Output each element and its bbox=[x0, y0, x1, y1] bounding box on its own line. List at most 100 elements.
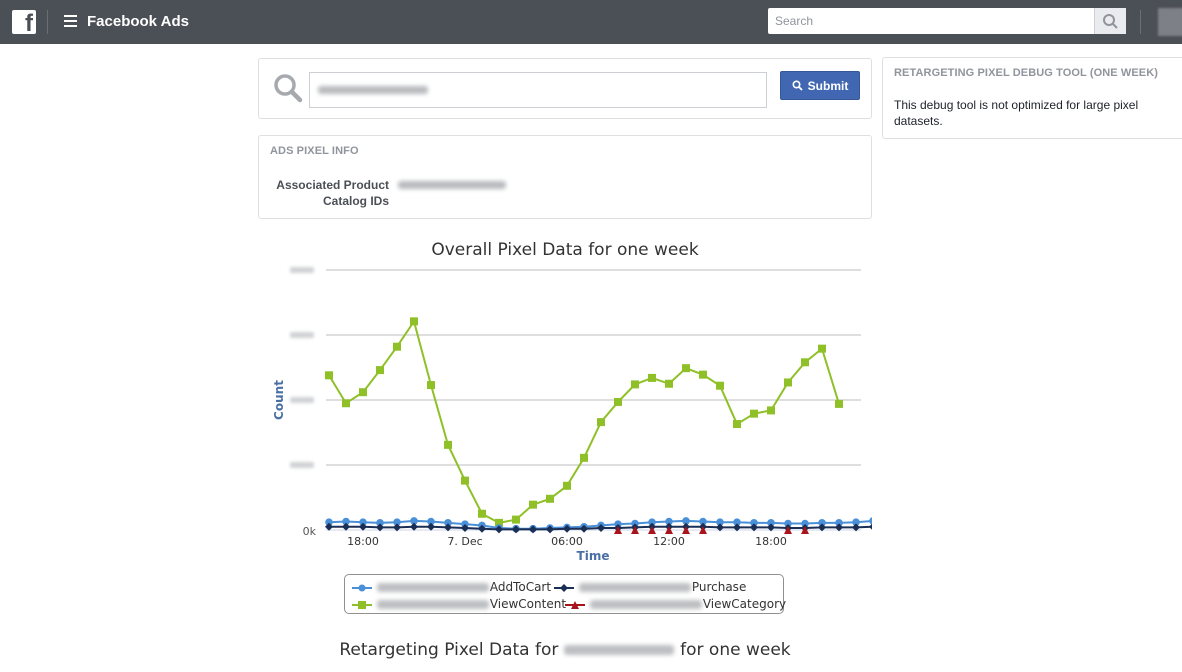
data-point-viewcontent[interactable] bbox=[614, 397, 622, 406]
data-point-purchase[interactable] bbox=[359, 522, 367, 531]
search-input[interactable] bbox=[768, 8, 1088, 34]
data-point-purchase[interactable] bbox=[546, 525, 554, 534]
data-point-purchase[interactable] bbox=[393, 523, 401, 532]
data-point-viewcontent[interactable] bbox=[325, 371, 333, 380]
data-point-viewcontent[interactable] bbox=[699, 370, 707, 379]
legend-label: ViewContent bbox=[489, 597, 567, 611]
data-point-addtocart[interactable] bbox=[835, 519, 843, 527]
data-point-viewcategory[interactable] bbox=[631, 526, 639, 534]
data-point-addtocart[interactable] bbox=[801, 519, 809, 528]
data-point-viewcontent[interactable] bbox=[461, 476, 469, 485]
data-point-viewcontent[interactable] bbox=[716, 381, 724, 390]
data-point-addtocart[interactable] bbox=[869, 517, 877, 525]
data-point-addtocart[interactable] bbox=[648, 518, 656, 526]
data-point-addtocart[interactable] bbox=[342, 517, 350, 526]
data-point-viewcontent[interactable] bbox=[529, 500, 537, 509]
data-point-purchase[interactable] bbox=[580, 524, 588, 533]
data-point-viewcontent[interactable] bbox=[733, 420, 741, 429]
data-point-purchase[interactable] bbox=[767, 523, 775, 532]
app-title[interactable]: Facebook Ads bbox=[87, 13, 189, 30]
data-point-purchase[interactable] bbox=[461, 524, 469, 533]
data-point-viewcontent[interactable] bbox=[835, 399, 843, 408]
legend-item-addtocart[interactable]: AddToCart bbox=[351, 579, 551, 595]
submit-button[interactable]: Submit bbox=[780, 71, 860, 100]
data-point-viewcontent[interactable] bbox=[410, 317, 418, 326]
chart-title: Overall Pixel Data for one week bbox=[431, 240, 699, 260]
pixel-id-input[interactable] bbox=[309, 72, 767, 108]
data-point-purchase[interactable] bbox=[563, 524, 571, 533]
data-point-purchase[interactable] bbox=[495, 525, 503, 534]
data-point-addtocart[interactable] bbox=[733, 518, 741, 526]
data-point-addtocart[interactable] bbox=[818, 519, 826, 527]
data-point-addtocart[interactable] bbox=[410, 517, 418, 525]
facebook-logo-icon[interactable]: f bbox=[12, 10, 36, 36]
data-point-viewcontent[interactable] bbox=[546, 494, 554, 503]
data-point-viewcontent[interactable] bbox=[648, 373, 656, 382]
data-point-purchase[interactable] bbox=[325, 522, 333, 531]
data-point-viewcontent[interactable] bbox=[597, 418, 605, 427]
data-point-purchase[interactable] bbox=[835, 523, 843, 532]
data-point-viewcontent[interactable] bbox=[495, 518, 503, 527]
data-point-addtocart[interactable] bbox=[784, 519, 792, 528]
data-point-purchase[interactable] bbox=[376, 523, 384, 532]
data-point-viewcontent[interactable] bbox=[376, 366, 384, 375]
data-point-purchase[interactable] bbox=[410, 522, 418, 531]
data-point-viewcontent[interactable] bbox=[767, 406, 775, 415]
data-point-viewcategory[interactable] bbox=[801, 526, 809, 534]
data-point-purchase[interactable] bbox=[750, 523, 758, 532]
data-point-addtocart[interactable] bbox=[665, 517, 673, 526]
data-point-addtocart[interactable] bbox=[325, 518, 333, 526]
data-point-addtocart[interactable] bbox=[682, 517, 690, 525]
data-point-purchase[interactable] bbox=[716, 523, 724, 532]
data-point-addtocart[interactable] bbox=[444, 519, 452, 527]
data-point-addtocart[interactable] bbox=[767, 519, 775, 527]
legend-item-viewcategory[interactable]: ViewCategory bbox=[564, 596, 786, 612]
search-button[interactable] bbox=[1094, 8, 1126, 34]
data-point-viewcontent[interactable] bbox=[784, 378, 792, 387]
data-point-addtocart[interactable] bbox=[427, 517, 435, 526]
legend-item-viewcontent[interactable]: ViewContent bbox=[351, 596, 566, 612]
data-point-addtocart[interactable] bbox=[359, 518, 367, 526]
hamburger-menu-icon[interactable] bbox=[64, 15, 77, 27]
data-point-viewcontent[interactable] bbox=[342, 399, 350, 408]
data-point-purchase[interactable] bbox=[529, 525, 537, 534]
data-point-addtocart[interactable] bbox=[716, 518, 724, 526]
legend-item-purchase[interactable]: Purchase bbox=[553, 579, 746, 595]
data-point-purchase[interactable] bbox=[512, 525, 520, 534]
avatar[interactable] bbox=[1158, 8, 1182, 36]
data-point-viewcontent[interactable] bbox=[682, 364, 690, 373]
data-point-viewcontent[interactable] bbox=[359, 388, 367, 397]
data-point-viewcategory[interactable] bbox=[784, 526, 792, 534]
data-point-viewcontent[interactable] bbox=[801, 358, 809, 367]
data-point-addtocart[interactable] bbox=[699, 517, 707, 526]
data-point-addtocart[interactable] bbox=[852, 518, 860, 526]
data-point-viewcontent[interactable] bbox=[393, 342, 401, 351]
data-point-purchase[interactable] bbox=[597, 524, 605, 533]
data-point-viewcategory[interactable] bbox=[665, 526, 673, 534]
data-point-viewcategory[interactable] bbox=[648, 526, 656, 534]
data-point-viewcontent[interactable] bbox=[444, 440, 452, 449]
data-point-addtocart[interactable] bbox=[393, 518, 401, 526]
data-point-viewcategory[interactable] bbox=[699, 526, 707, 534]
data-point-viewcontent[interactable] bbox=[665, 379, 673, 388]
data-point-addtocart[interactable] bbox=[750, 519, 758, 527]
data-point-viewcontent[interactable] bbox=[512, 515, 520, 524]
data-point-viewcontent[interactable] bbox=[563, 481, 571, 490]
data-point-purchase[interactable] bbox=[733, 523, 741, 532]
data-point-viewcategory[interactable] bbox=[614, 526, 622, 534]
data-point-viewcontent[interactable] bbox=[478, 509, 486, 518]
data-point-purchase[interactable] bbox=[478, 524, 486, 533]
data-point-purchase[interactable] bbox=[444, 523, 452, 532]
data-point-purchase[interactable] bbox=[852, 523, 860, 532]
data-point-purchase[interactable] bbox=[427, 522, 435, 531]
data-point-viewcontent[interactable] bbox=[750, 409, 758, 418]
data-point-purchase[interactable] bbox=[342, 522, 350, 531]
data-point-viewcategory[interactable] bbox=[682, 526, 690, 534]
data-point-purchase[interactable] bbox=[818, 523, 826, 532]
data-point-viewcontent[interactable] bbox=[580, 453, 588, 462]
redacted-pixel-name bbox=[376, 600, 489, 609]
data-point-viewcontent[interactable] bbox=[818, 344, 826, 353]
data-point-viewcontent[interactable] bbox=[631, 380, 639, 389]
data-point-addtocart[interactable] bbox=[376, 519, 384, 527]
data-point-viewcontent[interactable] bbox=[427, 381, 435, 390]
